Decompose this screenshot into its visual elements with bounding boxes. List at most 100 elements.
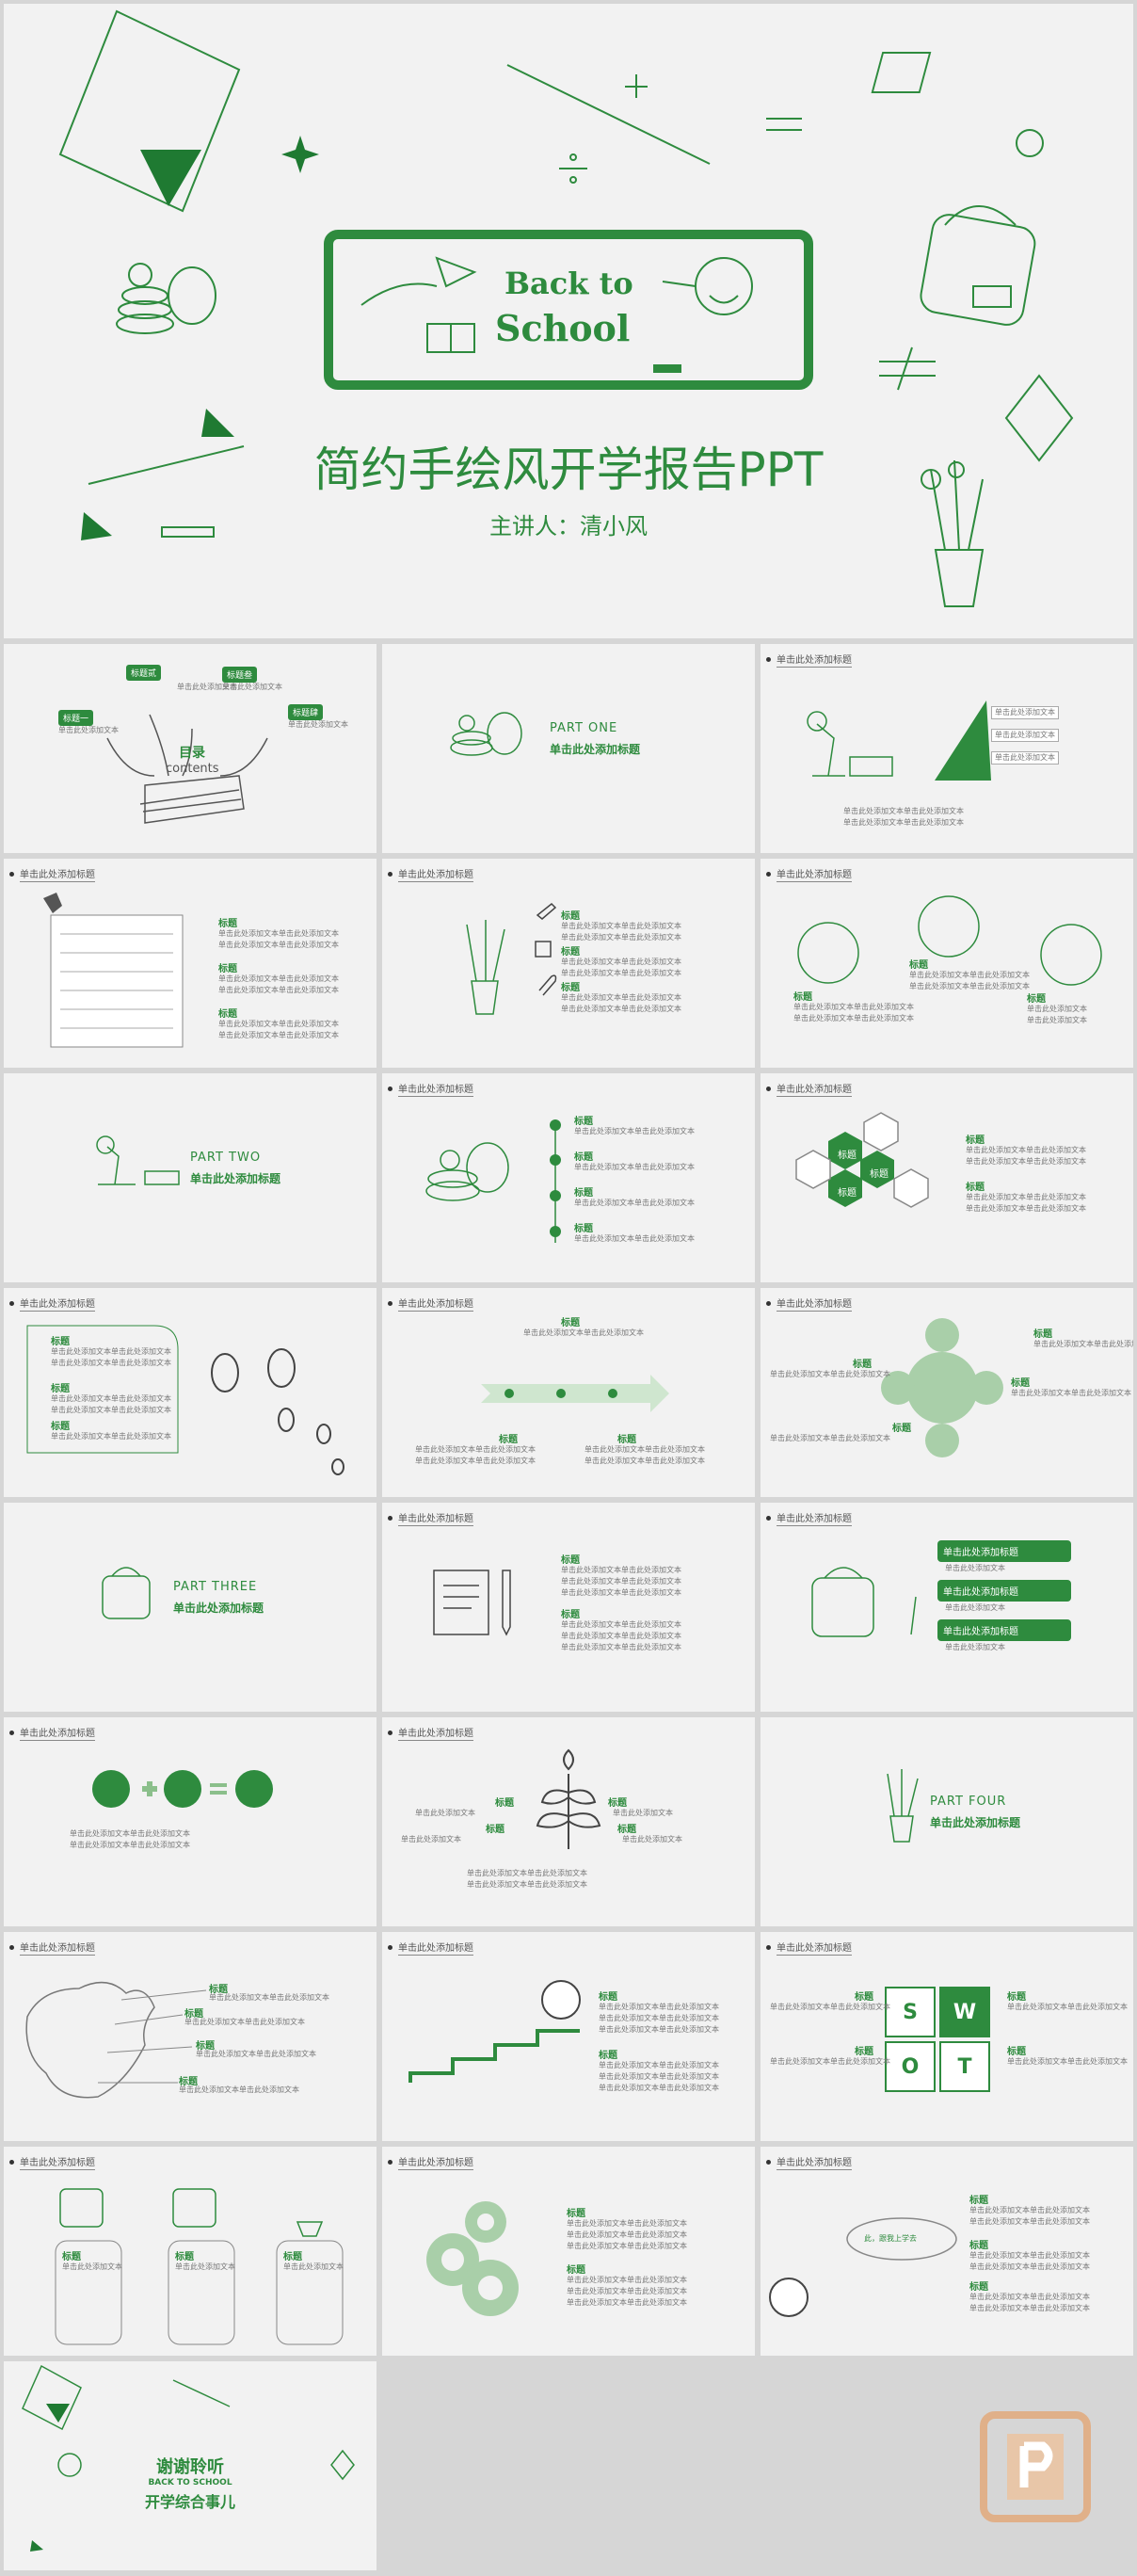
part-one-subtitle: 单击此处添加标题: [550, 743, 641, 756]
part-two-subtitle: 单击此处添加标题: [190, 1172, 281, 1185]
pill-3: 单击此处添加标题: [937, 1619, 1071, 1641]
swot-t: T: [939, 2041, 990, 2092]
slide-speech[interactable]: 单击此处添加标题 此，跟我上学去 标题 单击此处添加文本单击此处添加文本 单击此…: [761, 2147, 1133, 2356]
slide-plane-cluster[interactable]: 单击此处添加标题 标题 单击此处添加文本单击此处添加文本 标题 单击此处添加文本…: [761, 1288, 1133, 1497]
thanks-brand-en: BACK TO SCHOOL: [148, 2478, 232, 2487]
item-text: 单击此处添加文本: [613, 1809, 673, 1817]
item-text: 单击此处添加文本单击此处添加文本: [561, 1643, 681, 1651]
item-text: 单击此处添加文本单击此处添加文本: [966, 1204, 1086, 1213]
item-title: 标题: [617, 1825, 636, 1835]
pill-text: 单击此处添加文本: [945, 1603, 1005, 1612]
slide-header: 单击此处添加标题: [9, 866, 95, 882]
item-text: 单击此处添加文本单击此处添加文本: [574, 1127, 695, 1135]
slide-header: 单击此处添加标题: [766, 1940, 852, 1956]
item-text: 单击此处添加文本单击此处添加文本: [599, 2025, 719, 2034]
slide-header: 单击此处添加标题: [388, 1510, 473, 1526]
item-title: 标题: [969, 2196, 988, 2206]
slide-three-circles[interactable]: 单击此处添加标题 标题 单击此处添加文本单击此处添加文本 单击此处添加文本单击此…: [761, 859, 1133, 1068]
item-text: 单击此处添加文本单击此处添加文本: [770, 2057, 890, 2066]
item-title: 标题: [283, 2252, 302, 2262]
part-two-label: PART TWO: [190, 1151, 262, 1165]
item-title: 标题: [574, 1188, 593, 1199]
slide-map[interactable]: 单击此处添加标题 标题 单击此处添加文本单击此处添加文本 标题 单击此处添加文本…: [4, 1932, 376, 2141]
footprints-doodle: [26, 1325, 344, 1475]
slide-checklist[interactable]: 单击此处添加标题 标题 单击此处添加文本单击此处添加文本 单击此处添加文本单击此…: [382, 1503, 755, 1712]
slide-header: 单击此处添加标题: [388, 866, 473, 882]
part-four-label: PART FOUR: [930, 1795, 1007, 1809]
item-text: 单击此处添加文本单击此处添加文本: [969, 2251, 1090, 2260]
slide-header: 单击此处添加标题: [388, 1081, 473, 1097]
item-title: 标题: [218, 919, 237, 929]
item-title: 标题: [966, 1135, 985, 1146]
slide-part-three[interactable]: PART THREE 单击此处添加标题: [4, 1503, 376, 1712]
progress-arrow: [481, 1375, 669, 1412]
circle-cluster: [881, 1318, 1003, 1457]
hex-label-2: 标题: [838, 1188, 857, 1199]
item-text: 单击此处添加文本: [175, 2262, 235, 2271]
slide-pills[interactable]: 单击此处添加标题 单击此处添加标题 单击此处添加文本 单击此处添加标题 单击此处…: [761, 1503, 1133, 1712]
pill-1: 单击此处添加标题: [937, 1540, 1071, 1562]
school-supplies-icon: [450, 712, 522, 756]
item-title: 标题: [51, 1422, 70, 1432]
item-text: 单击此处添加文本单击此处添加文本: [770, 2003, 890, 2011]
item-text: 单击此处添加文本单击此处添加文本: [467, 1869, 587, 1877]
slide-swot[interactable]: 单击此处添加标题 S W O T 标题 单击此处添加文本单击此处添加文本 标题 …: [761, 1932, 1133, 2141]
slide-leaf[interactable]: 单击此处添加标题 标题 标题 标题 标题 单击此处添加文本 单击此处添加文本 单…: [382, 1717, 755, 1926]
item-title: 标题: [966, 1183, 985, 1193]
slide-cards[interactable]: 单击此处添加标题 标题 单击此处添加文本 标题 单击此处添加文本 标题 单击此处…: [4, 2147, 376, 2356]
slide-part-four[interactable]: PART FOUR 单击此处添加标题: [761, 1717, 1133, 1926]
pill-2: 单击此处添加标题: [937, 1580, 1071, 1602]
slide-header: 单击此处添加标题: [766, 1510, 852, 1526]
slide-notes[interactable]: 单击此处添加标题 标题 单击此处添加文本单击此处添加文本 单击此处添加文本单击此…: [4, 859, 376, 1068]
slide-footprints[interactable]: 单击此处添加标题 标题 单击此处添加文本单击此处添加文本 单击此处添加文本单击此…: [4, 1288, 376, 1497]
item-text: 单击此处添加文本单击此处添加文本: [770, 1434, 890, 1442]
item-title: 标题: [574, 1152, 593, 1163]
item-text: 单击此处添加文本单击此处添加文本: [574, 1234, 695, 1243]
item-text: 单击此处添加文本单击此处添加文本: [561, 958, 681, 966]
hex-label-1: 标题: [838, 1151, 857, 1161]
item-title: 标题: [51, 1384, 70, 1394]
swot-w: W: [939, 1987, 990, 2037]
item-text: 单击此处添加文本单击此处添加文本: [599, 2014, 719, 2022]
item-text: 单击此处添加文本单击此处添加文本: [585, 1445, 705, 1454]
slide-gears[interactable]: 单击此处添加标题 标题 单击此处添加文本单击此处添加文本 单击此处添加文本单击此…: [382, 2147, 755, 2356]
item-text: 单击此处添加文本单击此处添加文本: [184, 2018, 305, 2026]
item-text: 单击此处添加文本单击此处添加文本: [196, 2050, 316, 2058]
item-text: 单击此处添加文本单击此处添加文本: [969, 2206, 1090, 2214]
three-circle-doodles: [797, 895, 1102, 986]
slide-stairs[interactable]: 单击此处添加标题 标题 单击此处添加文本单击此处添加文本 单击此处添加文本单击此…: [382, 1932, 755, 2141]
triangle-box-3: 单击此处添加文本: [991, 751, 1059, 765]
item-text: 单击此处添加文本单击此处添加文本: [415, 1445, 536, 1454]
item-text: 单击此处添加文本单击此处添加文本: [599, 2003, 719, 2011]
doodle-decorations: [58, 9, 1074, 607]
slide-toc[interactable]: 标题一 标题贰 标题叁 标题肆 单击此处添加文本 单击此处添加文本 单击此处添加…: [4, 644, 376, 853]
item-title: 标题: [1011, 1378, 1030, 1389]
slide-icon-list[interactable]: 单击此处添加标题 标题 单击此处添加文本单击此处添加文本 单击此处添加文本单击此…: [382, 859, 755, 1068]
item-text: 单击此处添加文本单击此处添加文本: [218, 1031, 339, 1039]
slide-header: 单击此处添加标题: [766, 866, 852, 882]
title-slide[interactable]: Back to School 简约手绘风开学报告PPT 主讲人：清小风: [4, 4, 1133, 638]
item-text: 单击此处添加文本单击此处添加文本: [574, 1199, 695, 1207]
slide-arrow[interactable]: 单击此处添加标题 标题 单击此处添加文本单击此处添加文本 标题 标题 单击此处添…: [382, 1288, 755, 1497]
item-text: 单击此处添加文本单击此处添加文本: [1007, 2057, 1128, 2066]
toc-text-2: 单击此处添加文本: [177, 683, 237, 691]
slide-equation[interactable]: 单击此处添加标题 单击此处添加文本单击此处添加文本 单击此处添加文本单击此处添加…: [4, 1717, 376, 1926]
slide-thanks[interactable]: 谢谢聆听 BACK TO SCHOOL 开学综合事儿: [4, 2361, 376, 2570]
slide-header: 单击此处添加标题: [388, 1725, 473, 1741]
item-title: 标题: [567, 2265, 585, 2276]
item-title: 标题: [1007, 1992, 1026, 2003]
item-title: 标题: [567, 2209, 585, 2219]
map-outline: [25, 1981, 207, 2099]
item-text: 单击此处添加文本单击此处添加文本: [567, 2242, 687, 2250]
item-text: 单击此处添加文本单击此处添加文本: [209, 1993, 329, 2002]
item-title: 标题: [853, 1360, 872, 1370]
slide-header: 单击此处添加标题: [9, 1940, 95, 1956]
slide-part-one[interactable]: PART ONE 单击此处添加标题: [382, 644, 755, 853]
slide-timeline[interactable]: 单击此处添加标题 标题 单击此处添加文本单击此处添加文本 标题 单击此处添加文本…: [382, 1073, 755, 1282]
slide-part-two[interactable]: PART TWO 单击此处添加标题: [4, 1073, 376, 1282]
item-title: 标题: [499, 1435, 518, 1445]
item-text: 单击此处添加文本单击此处添加文本: [467, 1880, 587, 1889]
slide-hexagons[interactable]: 单击此处添加标题 标题 标题 标题 标题 单击此处添加文本单击此处添加文本 单击…: [761, 1073, 1133, 1282]
slide-triangle[interactable]: 单击此处添加标题 单击此处添加文本 单击此处添加文本 单击此处添加文本 单击此处…: [761, 644, 1133, 853]
item-text: 单击此处添加文本单击此处添加文本: [1007, 2003, 1128, 2011]
